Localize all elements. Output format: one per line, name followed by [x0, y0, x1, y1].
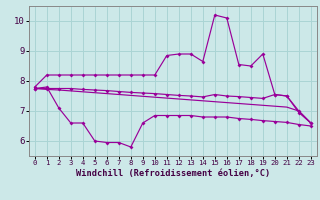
X-axis label: Windchill (Refroidissement éolien,°C): Windchill (Refroidissement éolien,°C) [76, 169, 270, 178]
